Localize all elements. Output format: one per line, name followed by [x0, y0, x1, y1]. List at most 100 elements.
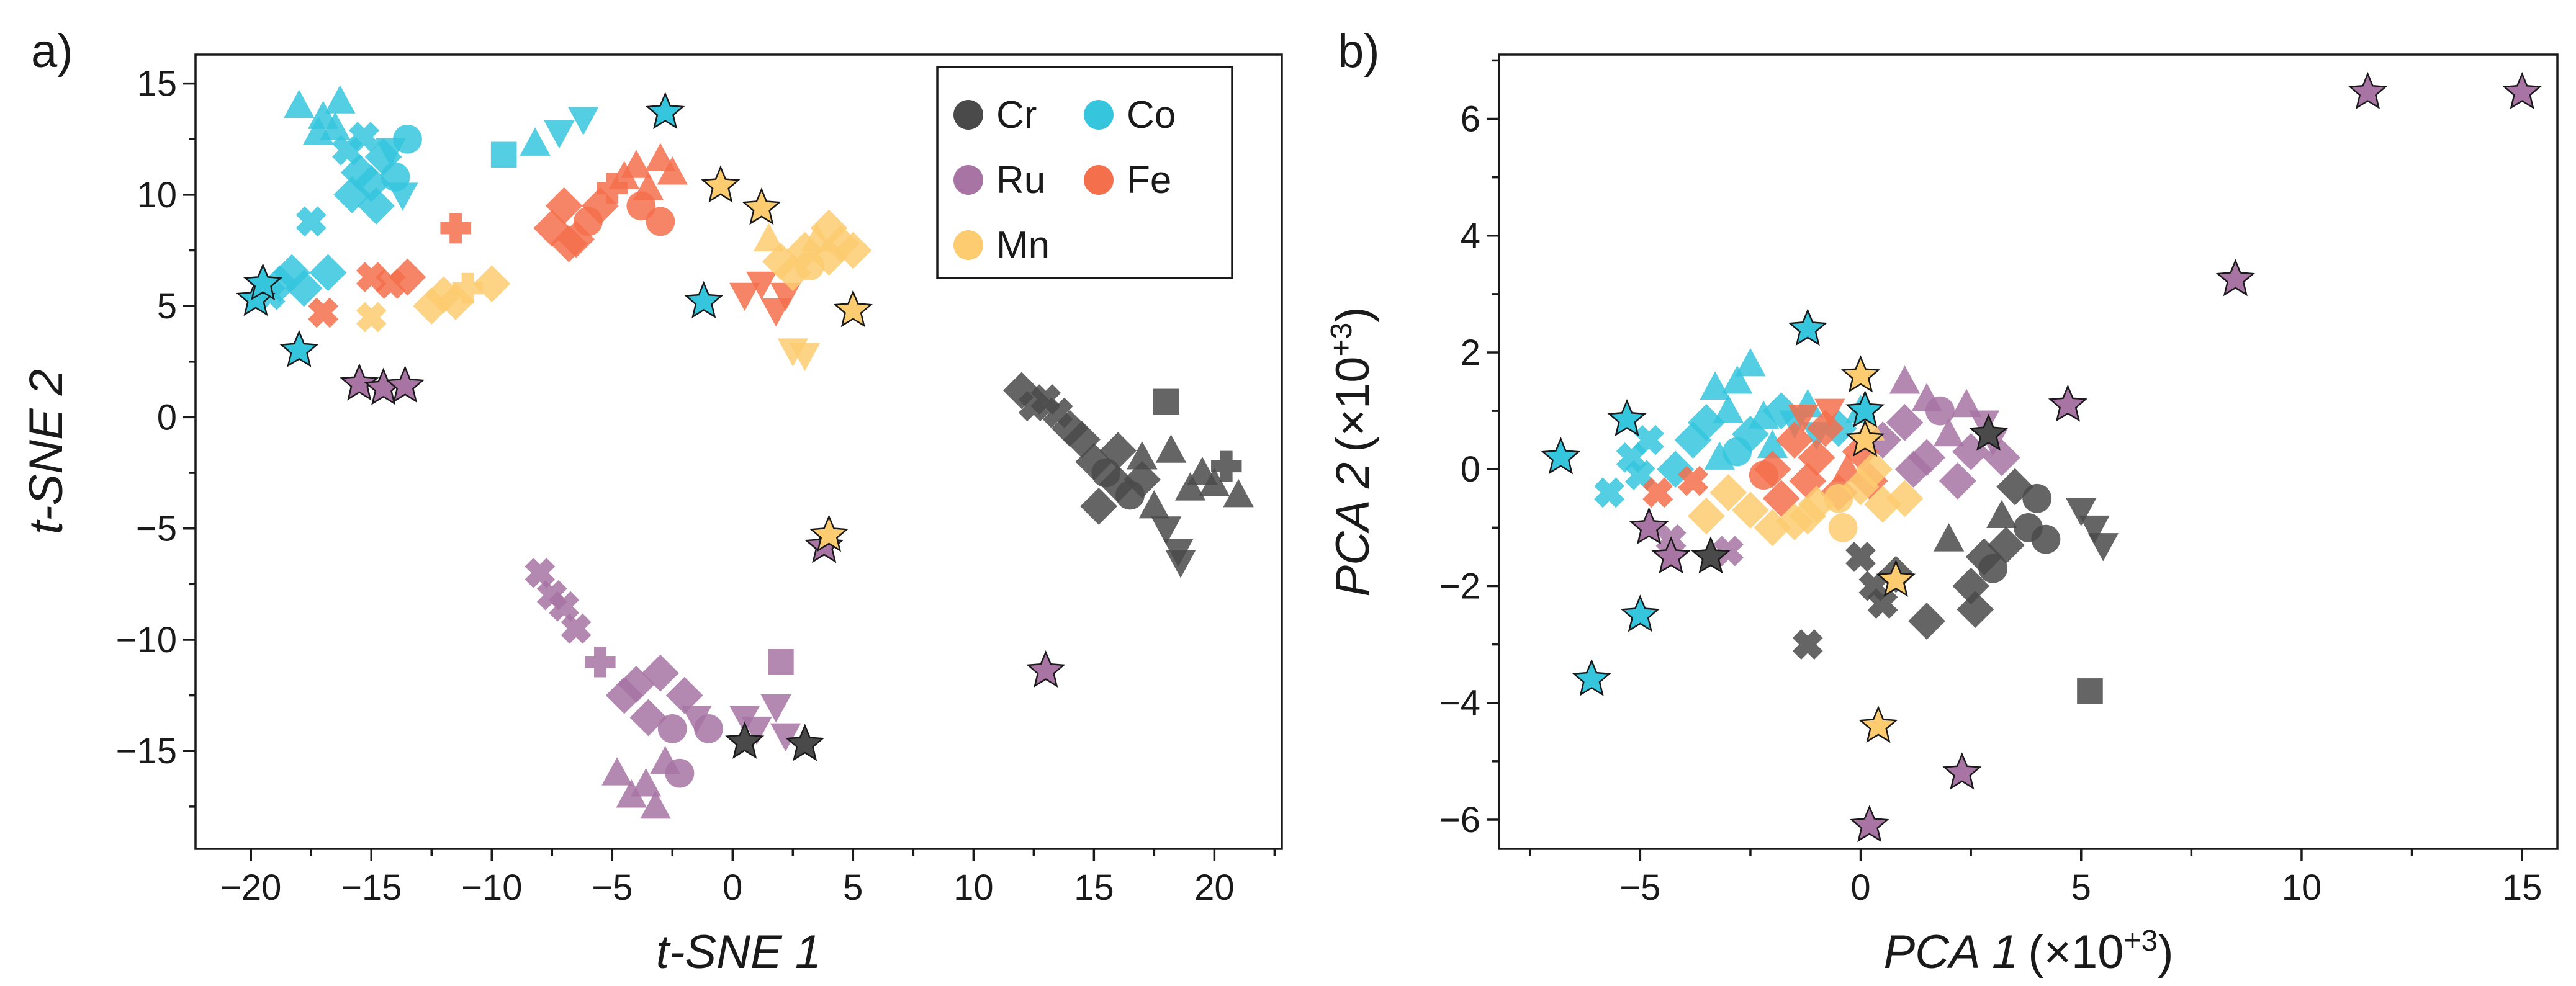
- pca-star-mn: [1876, 559, 1916, 597]
- tsne-point-ru: [561, 613, 592, 644]
- pca-point-cr: [2031, 524, 2061, 554]
- pca-point-co: [1757, 429, 1788, 459]
- tsne-star-co: [646, 91, 685, 130]
- tsne-point-cr: [1138, 490, 1170, 519]
- pca-x-tick-label: 10: [2282, 867, 2322, 908]
- tsne-point-ru: [770, 723, 801, 752]
- tsne-x-tick-label: 5: [843, 867, 863, 908]
- pca-x-axis-label: PCA 1 (×10+3): [1883, 925, 2173, 979]
- pca-point-cr: [2079, 515, 2110, 544]
- pca-y-axis-exponent: +3: [1325, 323, 1358, 357]
- tsne-point-fe: [657, 156, 688, 185]
- panel-a-label: a): [31, 25, 73, 78]
- pca-point-mn: [1732, 491, 1769, 529]
- pca-point-ru: [1939, 462, 1976, 500]
- tsne-y-axis-label: t-SNE 2: [20, 369, 73, 534]
- tsne-point-mn: [795, 251, 824, 281]
- tsne-point-cr: [1018, 391, 1049, 421]
- pca-point-co: [1700, 371, 1731, 400]
- pca-point-cr: [1957, 591, 1994, 629]
- tsne-point-cr: [1223, 478, 1254, 508]
- tsne-point-cr: [1127, 441, 1158, 470]
- pca-point-cr: [2087, 533, 2119, 562]
- pca-point-cr: [1845, 541, 1876, 572]
- tsne-point-co: [303, 116, 334, 145]
- tsne-point-co: [285, 269, 323, 307]
- pca-point-co: [1713, 395, 1744, 423]
- tsne-point-cr: [1099, 432, 1137, 470]
- tsne-point-ru: [616, 779, 647, 808]
- pca-point-cr: [1988, 526, 2025, 564]
- tsne-points: [236, 85, 1254, 819]
- tsne-point-ru: [618, 665, 655, 703]
- pca-x-tick-label: 15: [2502, 867, 2542, 908]
- pca-y-tick-label: 4: [1461, 216, 1480, 256]
- legend: Cr Co Ru Fe Mn: [936, 66, 1233, 279]
- tsne-point-co: [333, 176, 371, 213]
- tsne-point-ru: [630, 768, 662, 797]
- pca-star-ru: [2502, 71, 2542, 110]
- tsne-point-fe: [646, 207, 675, 236]
- tsne-star-mn: [701, 165, 741, 203]
- pca-point-co: [1721, 365, 1753, 394]
- pca-x-ticks: −5 0 5 10 15: [1528, 849, 2542, 908]
- tsne-point-cr: [1063, 421, 1101, 459]
- pca-point-cr: [1933, 523, 1965, 552]
- tsne-point-fe: [645, 143, 676, 172]
- pca-point-co: [1704, 441, 1735, 470]
- tsne-panel: −20 −15 −10 −5 0 5 10 15 20 −15 −10 −5 0 5 10 15 t-SNE…: [20, 53, 1283, 979]
- tsne-point-co: [490, 141, 517, 168]
- pca-point-co: [1634, 424, 1664, 455]
- tsne-point-cr: [1075, 443, 1113, 481]
- tsne-star-cr: [785, 724, 825, 761]
- tsne-point-co: [568, 107, 599, 135]
- tsne-point-co: [387, 182, 418, 211]
- legend-label-co: Co: [1127, 94, 1176, 137]
- tsne-y-tick-label: −5: [136, 509, 177, 549]
- tsne-y-tick-label: −15: [116, 731, 177, 771]
- pca-point-cr: [1978, 554, 2008, 583]
- legend-label-fe: Fe: [1127, 159, 1171, 202]
- pca-star-co: [1845, 390, 1885, 428]
- tsne-point-fe: [729, 282, 760, 311]
- tsne-x-tick-label: −15: [341, 867, 402, 908]
- tsne-point-ru: [629, 699, 667, 737]
- tsne-point-ru: [605, 676, 643, 714]
- tsne-star-ru: [385, 365, 425, 403]
- tsne-point-fe: [545, 187, 583, 225]
- pca-y-ticks: −6 −4 −2 0 2 4 6: [1439, 59, 1499, 840]
- tsne-point-co: [544, 120, 575, 149]
- tsne-point-fe: [550, 225, 588, 262]
- tsne-point-cr: [1080, 487, 1117, 525]
- tsne-star-ru: [340, 363, 379, 401]
- tsne-point-cr: [1124, 460, 1161, 498]
- pca-point-cr: [2066, 498, 2097, 527]
- pca-x-axis-unit: (×10: [2028, 926, 2123, 979]
- tsne-x-tick-label: 10: [953, 867, 994, 908]
- tsne-x-tick-label: −10: [461, 867, 522, 908]
- legend-marker-mn: [953, 230, 983, 260]
- pca-y-axis-close: ): [1326, 307, 1379, 322]
- pca-y-tick-label: 6: [1461, 99, 1480, 140]
- pca-point-fe: [1788, 405, 1819, 433]
- pca-point-co: [1594, 477, 1625, 508]
- tsne-point-cr: [1174, 472, 1206, 501]
- pca-point-cr: [1792, 629, 1823, 660]
- pca-point-mn: [1824, 483, 1853, 513]
- pca-points: [1541, 71, 2542, 843]
- pca-point-cr: [2022, 483, 2052, 513]
- tsne-point-cr: [1153, 388, 1179, 415]
- pca-point-mn: [1886, 480, 1924, 518]
- tsne-point-co: [364, 138, 402, 176]
- pca-y-axis-name: PCA 2: [1326, 462, 1379, 597]
- pca-point-fe: [1814, 398, 1845, 428]
- tsne-point-ru: [665, 676, 703, 714]
- pca-point-mn: [1754, 509, 1791, 547]
- tsne-point-ru: [768, 649, 794, 675]
- pca-point-co: [1674, 421, 1712, 459]
- tsne-point-mn: [356, 302, 387, 333]
- tsne-point-ru: [641, 654, 679, 692]
- tsne-star-co: [243, 263, 283, 301]
